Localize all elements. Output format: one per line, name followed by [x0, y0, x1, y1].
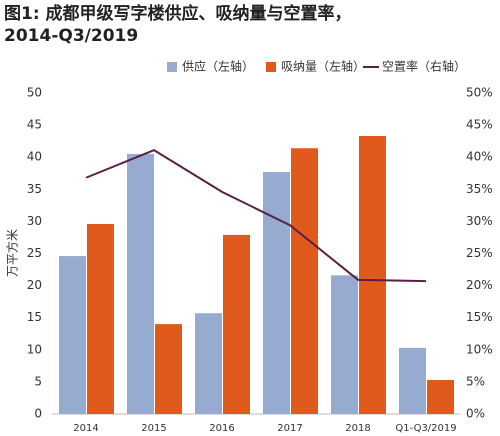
- y-axis-label: 万平方米: [5, 229, 20, 277]
- bar: [331, 275, 358, 414]
- legend-label: 空置率（右轴）: [382, 59, 466, 74]
- y2-tick-label: 20%: [466, 278, 493, 292]
- y2-tick-label: 30%: [466, 214, 493, 228]
- x-tick-label: 2014: [73, 423, 98, 434]
- bar: [59, 256, 86, 414]
- y-tick-label: 15: [27, 310, 42, 324]
- y2-tick-label: 40%: [466, 150, 493, 164]
- legend-label: 供应（左轴）: [182, 59, 254, 74]
- bar: [87, 223, 114, 414]
- bar: [223, 234, 250, 414]
- y-tick-label: 30: [27, 214, 42, 228]
- y2-tick-label: 0%: [466, 407, 485, 421]
- x-tick-label: 2015: [141, 423, 166, 434]
- x-tick-label: 2016: [209, 423, 234, 434]
- y-tick-label: 40: [27, 150, 42, 164]
- bar: [359, 136, 386, 414]
- bar: [195, 313, 222, 414]
- x-tick-label: 2017: [277, 423, 302, 434]
- line: [85, 149, 427, 283]
- y-tick-label: 20: [27, 278, 42, 292]
- y-tick-label: 25: [27, 246, 42, 260]
- y-tick-label: 45: [27, 118, 42, 132]
- x-tick-label: Q1-Q3/2019: [395, 423, 456, 434]
- y2-tick-label: 15%: [466, 310, 493, 324]
- chart-title: 图1: 成都甲级写字楼供应、吸纳量与空置率，: [4, 3, 352, 24]
- y-tick-label: 10: [27, 342, 42, 356]
- y-tick-label: 50: [27, 86, 42, 100]
- bar: [399, 347, 426, 414]
- legend-swatch: [266, 62, 276, 72]
- y2-tick-label: 5%: [466, 374, 485, 388]
- chart-title: 2014-Q3/2019: [4, 26, 138, 46]
- y-tick-label: 35: [27, 182, 42, 196]
- y2-tick-label: 35%: [466, 182, 493, 196]
- y-tick-label: 5: [34, 374, 42, 388]
- y2-tick-label: 10%: [466, 342, 493, 356]
- bar: [155, 324, 182, 414]
- y2-tick-label: 25%: [466, 246, 493, 260]
- y2-tick-label: 45%: [466, 118, 493, 132]
- legend-label: 吸纳量（左轴）: [281, 59, 365, 74]
- bar: [263, 171, 290, 414]
- y2-tick-label: 50%: [466, 86, 493, 100]
- bar: [427, 379, 454, 414]
- legend-swatch: [167, 62, 177, 72]
- bar: [127, 153, 154, 415]
- bar: [291, 148, 318, 414]
- y-tick-label: 0: [34, 407, 42, 421]
- x-tick-label: 2018: [345, 423, 370, 434]
